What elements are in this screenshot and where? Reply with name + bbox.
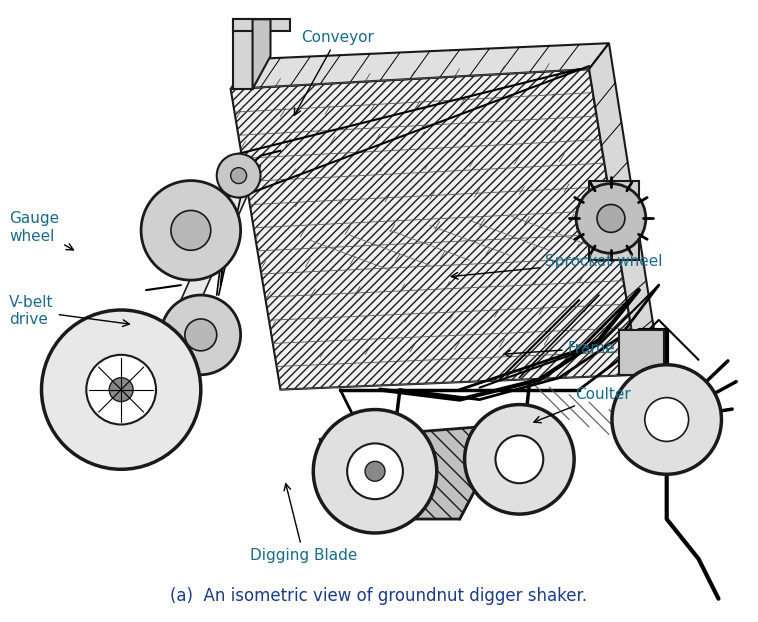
Circle shape [496, 435, 543, 483]
Text: Digging Blade: Digging Blade [250, 484, 357, 562]
Circle shape [171, 210, 211, 250]
Text: (a)  An isometric view of groundnut digger shaker.: (a) An isometric view of groundnut digge… [171, 587, 587, 605]
Polygon shape [321, 424, 509, 519]
Circle shape [109, 378, 133, 402]
Polygon shape [141, 165, 261, 389]
Polygon shape [252, 19, 271, 89]
Circle shape [365, 462, 385, 481]
Circle shape [141, 180, 240, 280]
Text: Coulter: Coulter [534, 387, 631, 423]
Circle shape [597, 205, 625, 233]
Circle shape [42, 310, 201, 469]
Text: Sprocket wheel: Sprocket wheel [451, 254, 662, 279]
Text: Frame: Frame [504, 341, 615, 357]
Polygon shape [230, 43, 609, 89]
Circle shape [347, 443, 403, 499]
Text: Conveyor: Conveyor [294, 30, 374, 115]
Circle shape [217, 154, 261, 198]
Circle shape [86, 355, 156, 424]
Polygon shape [589, 43, 659, 374]
Circle shape [185, 319, 217, 351]
Circle shape [465, 404, 574, 514]
Text: Gauge
wheel: Gauge wheel [9, 211, 74, 250]
Polygon shape [233, 19, 252, 89]
Polygon shape [589, 180, 639, 260]
Polygon shape [619, 330, 664, 374]
Circle shape [230, 168, 246, 183]
Circle shape [645, 397, 688, 442]
Polygon shape [230, 69, 639, 389]
Circle shape [612, 364, 722, 474]
Polygon shape [233, 19, 290, 31]
Circle shape [313, 409, 437, 533]
Circle shape [161, 295, 240, 374]
Circle shape [576, 183, 646, 253]
Text: V-belt
drive: V-belt drive [9, 295, 130, 327]
